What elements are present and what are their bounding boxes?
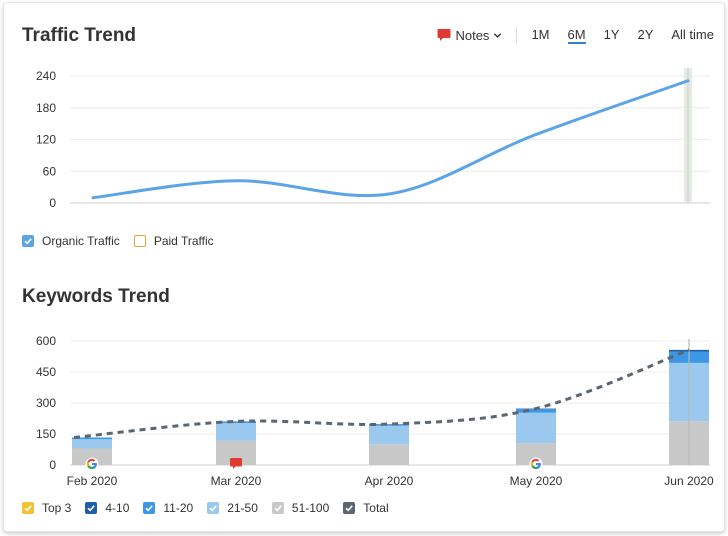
x-tick-label: Mar 2020: [211, 474, 262, 488]
data-point: [687, 80, 689, 82]
note-icon: [437, 29, 451, 41]
data-point: [533, 134, 535, 136]
legend-label: 51-100: [291, 501, 330, 515]
keywords-legend-total[interactable]: Total: [343, 501, 389, 515]
google-icon: [85, 457, 99, 471]
y-tick-label: 450: [36, 365, 56, 379]
legend-checkbox[interactable]: [22, 235, 34, 247]
bar-segment-51-100: [369, 444, 409, 465]
bar-segment-11-20: [216, 421, 256, 424]
y-tick-label: 180: [36, 101, 56, 115]
data-point: [236, 180, 238, 182]
y-tick-label: 150: [36, 427, 56, 441]
google-icon: [529, 457, 543, 471]
legend-checkbox[interactable]: [207, 502, 220, 514]
notes-label: Notes: [455, 27, 490, 43]
check-icon: [24, 238, 32, 245]
legend-checkbox[interactable]: [271, 502, 284, 514]
legend-label: Top 3: [42, 501, 72, 515]
y-tick-label: 300: [36, 396, 56, 410]
legend-label: 11-20: [163, 501, 194, 515]
notes-dropdown[interactable]: Notes: [437, 28, 502, 43]
legend-label: 4-10: [105, 501, 130, 515]
note-icon: [230, 458, 242, 469]
bar-segment-21-50: [216, 423, 256, 441]
check-icon: [24, 505, 32, 512]
keywords-legend: Top 3 4-10 11-20 21-50 51-100 Total: [22, 501, 403, 515]
range-tabs: 1M 6M 1Y 2Y All time: [531, 27, 714, 44]
check-icon: [145, 505, 154, 512]
x-tick-label: May 2020: [510, 474, 563, 488]
range-toolbar: Notes 1M 6M 1Y 2Y All time: [437, 25, 714, 45]
card: [3, 2, 725, 532]
keywords-legend-4-10[interactable]: 4-10: [85, 501, 129, 515]
y-tick-label: 240: [36, 69, 56, 83]
bar-segment-11-20: [369, 424, 409, 426]
keywords-legend-51-100[interactable]: 51-100: [271, 501, 330, 515]
y-tick-label: 120: [36, 133, 56, 147]
legend-checkbox[interactable]: [85, 502, 98, 514]
x-tick-label: Feb 2020: [67, 474, 118, 488]
traffic-trend-title: Traffic Trend: [22, 25, 137, 46]
y-tick-label: 600: [36, 334, 56, 348]
y-tick-label: 0: [49, 458, 56, 472]
range-tab-1y[interactable]: 1Y: [603, 26, 620, 42]
range-tab-1m[interactable]: 1M: [531, 26, 550, 42]
legend-label: Total: [363, 501, 389, 515]
keywords-legend-21-50[interactable]: 21-50: [207, 501, 258, 515]
check-icon: [345, 505, 354, 512]
toolbar-divider: [516, 27, 518, 43]
keywords-trend-title: Keywords Trend: [22, 286, 170, 307]
legend-label: 21-50: [227, 501, 258, 515]
x-tick-label: Apr 2020: [365, 474, 414, 488]
chevron-down-icon: [494, 32, 502, 38]
check-icon: [209, 505, 218, 512]
bar-segment-21-50: [72, 439, 112, 449]
x-tick-label: Jun 2020: [664, 474, 714, 488]
traffic-legend: Organic Traffic Paid Traffic: [22, 234, 228, 248]
traffic-chart: 0 60 120 180 240: [36, 68, 710, 210]
legend-checkbox[interactable]: [133, 235, 146, 247]
check-icon: [274, 505, 282, 512]
y-tick-label: 60: [43, 164, 57, 178]
bar-segment-21-50: [516, 412, 556, 444]
legend-label: Paid Traffic: [153, 234, 214, 248]
traffic-legend-paid-traffic[interactable]: Paid Traffic: [133, 234, 214, 248]
check-icon: [87, 505, 96, 512]
traffic-legend-organic-traffic[interactable]: Organic Traffic: [22, 234, 120, 248]
bar-segment-51-100: [516, 443, 556, 465]
bar-segment-21-50: [369, 425, 409, 445]
range-tab-2y[interactable]: 2Y: [637, 26, 654, 42]
keywords-chart: 0 150 300 450 600 Feb 2020 Mar 2020 Apr 2020 May…: [36, 334, 714, 488]
bar-segment-51-100: [72, 448, 112, 465]
y-tick-label: 0: [49, 196, 56, 210]
keywords-legend-top-3[interactable]: Top 3: [22, 501, 71, 515]
range-tab-all-time[interactable]: All time: [671, 26, 714, 42]
legend-checkbox[interactable]: [22, 502, 34, 514]
legend-checkbox[interactable]: [343, 502, 356, 514]
keywords-legend-11-20[interactable]: 11-20: [143, 501, 193, 515]
data-point: [388, 193, 390, 195]
bar-segment-11-20: [72, 437, 112, 440]
bar-segment-11-20: [516, 409, 556, 413]
total-line: [73, 348, 690, 440]
range-tab-6m[interactable]: 6M: [567, 26, 586, 44]
legend-checkbox[interactable]: [143, 502, 156, 514]
data-point: [92, 197, 94, 199]
legend-label: Organic Traffic: [42, 234, 120, 248]
